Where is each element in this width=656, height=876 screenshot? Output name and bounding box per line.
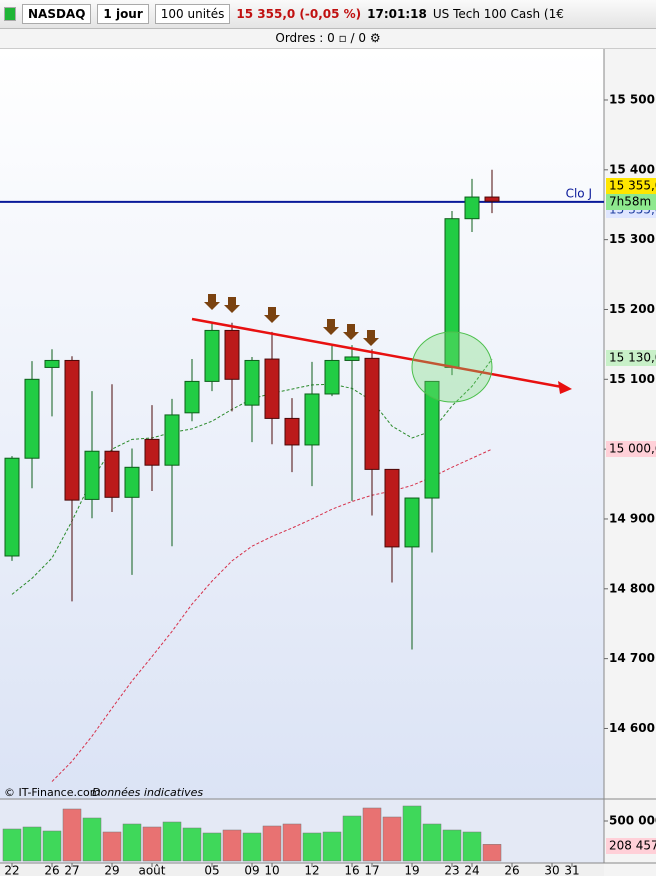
volume-bar: [303, 833, 321, 861]
x-tick-label: août: [138, 864, 165, 876]
candle-body: [25, 379, 39, 458]
y-tick-label: 500 000: [609, 814, 656, 828]
candle-body: [325, 360, 339, 394]
volume-bar: [83, 818, 101, 861]
x-tick-label: 26: [504, 864, 519, 876]
orders: Ordres : 0: [275, 31, 334, 45]
volume-bar: [403, 806, 421, 861]
volume-bar: [203, 833, 221, 861]
x-tick-label: 12: [304, 864, 319, 876]
volume-bar: [463, 832, 481, 861]
x-tick-label: 17: [364, 864, 379, 876]
volume-bar: [383, 817, 401, 861]
volume-bar: [263, 826, 281, 861]
highlight: [412, 332, 492, 402]
y-tick-label: 15 400: [609, 162, 655, 176]
y-tick-label: 14 900: [609, 511, 655, 525]
candle-body: [345, 357, 359, 360]
volume-bar: [423, 824, 441, 861]
candle-body: [305, 394, 319, 445]
plot-bg: [0, 49, 604, 799]
volume-bar: [283, 824, 301, 861]
x-tick-label: 26: [44, 864, 59, 876]
volume-bar: [3, 829, 21, 861]
x-tick-label: 05: [204, 864, 219, 876]
candle-body: [125, 467, 139, 497]
candle-body: [245, 360, 259, 405]
volume-bar: [103, 832, 121, 861]
price-tag-label: 208 457: [609, 839, 656, 853]
price-tag-label: 15 130,0: [609, 351, 656, 365]
toolbar: NASDAQ 1 jour 100 unités 15 355,0 (-0,05…: [0, 0, 656, 29]
candle-body: [385, 469, 399, 547]
time: 17:01:18: [367, 7, 427, 21]
candle-body: [145, 439, 159, 465]
symbol[interactable]: NASDAQ: [22, 4, 91, 24]
volume-bar: [43, 831, 61, 861]
x-tick-label: 19: [404, 864, 419, 876]
x-tick-label: 16: [344, 864, 359, 876]
candle-body: [285, 418, 299, 445]
candle-body: [485, 197, 499, 201]
volume-bar: [23, 827, 41, 861]
source: © IT-Finance.com: [4, 786, 101, 799]
candle-body: [405, 498, 419, 547]
x-tick-label: 24: [464, 864, 479, 876]
volume-bar: [143, 827, 161, 861]
volume-bar: [183, 828, 201, 861]
candle-body: [265, 359, 279, 418]
quantity[interactable]: 100 unités: [155, 4, 231, 24]
y-tick-label: 14 800: [609, 581, 655, 595]
candle-body: [205, 330, 219, 381]
price-tag-label: 7h58m: [609, 195, 651, 209]
candle-body: [45, 360, 59, 367]
candle-body: [85, 451, 99, 499]
volume-bar: [63, 809, 81, 861]
candle-body: [185, 381, 199, 412]
x-tick-label: 31: [564, 864, 579, 876]
candle-body: [65, 360, 79, 500]
volume-bar: [243, 833, 261, 861]
x-tick-label: 10: [264, 864, 279, 876]
x-tick-label: 29: [104, 864, 119, 876]
clo-label: Clo J: [566, 186, 592, 200]
candle-body: [165, 415, 179, 465]
candle-body: [465, 197, 479, 219]
y-tick-label: 15 500: [609, 92, 655, 106]
volume-bar: [223, 830, 241, 861]
candle-body: [225, 330, 239, 379]
x-tick-label: 27: [64, 864, 79, 876]
price-tag-label: 15 355,0: [609, 179, 656, 193]
orders-separator: / 0: [351, 31, 367, 45]
volume-bar: [323, 832, 341, 861]
x-tick-label: 09: [244, 864, 259, 876]
volume-bar: [343, 816, 361, 861]
price-tag-label: 15 000,6: [609, 442, 656, 456]
y-tick-label: 15 100: [609, 372, 655, 386]
y-tick-label: 15 200: [609, 302, 655, 316]
icon[interactable]: [4, 7, 16, 21]
volume-bar: [363, 808, 381, 861]
volume-bar: [483, 844, 501, 861]
note: Données indicatives: [92, 786, 203, 799]
orders-bar: Ordres : 0 ▫ / 0 ⚙: [0, 29, 656, 49]
x-tick-label: 23: [444, 864, 459, 876]
y-tick-label: 14 600: [609, 721, 655, 735]
volume-bar: [443, 830, 461, 861]
volume-bar: [163, 822, 181, 861]
candle-body: [105, 451, 119, 497]
volume-bar: [123, 824, 141, 861]
candle-body: [365, 358, 379, 469]
x-tick-label: 22: [4, 864, 19, 876]
quote: 15 355,0 (-0,05 %): [236, 7, 361, 21]
x-tick-label: 30: [544, 864, 559, 876]
instrument: US Tech 100 Cash (1€: [433, 7, 564, 21]
y-tick-label: 14 700: [609, 651, 655, 665]
y-tick-label: 15 300: [609, 232, 655, 246]
period[interactable]: 1 jour: [97, 4, 148, 24]
candle-body: [5, 458, 19, 556]
